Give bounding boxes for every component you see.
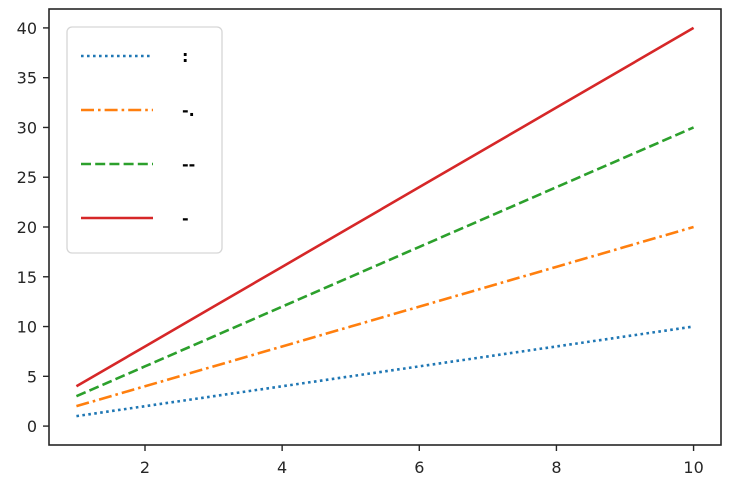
- legend: :-.---: [81, 47, 195, 228]
- x-tick-label: 4: [277, 458, 287, 477]
- y-tick-label: 10: [17, 318, 37, 337]
- y-tick-label: 5: [27, 367, 37, 386]
- legend-box: [66, 26, 223, 254]
- legend-label-3: --: [182, 155, 195, 174]
- x-tick-label: 2: [140, 458, 150, 477]
- series-line-3: [75, 126, 695, 398]
- y-tick-label: 0: [27, 417, 37, 436]
- x-tick-label: 8: [551, 458, 561, 477]
- legend-label-4: -: [182, 209, 189, 228]
- series-line-4: [75, 26, 695, 388]
- y-tick-label: 25: [17, 168, 37, 187]
- y-tick-label: 20: [17, 218, 37, 237]
- legend-label-2: -.: [182, 101, 195, 120]
- series-layer: [75, 26, 695, 418]
- y-tick-label: 35: [17, 69, 37, 88]
- axes-layer: 2 4 6 8 10 0 5 10 15 20 25 30 35 40: [17, 8, 722, 477]
- x-tick-label: 6: [414, 458, 424, 477]
- y-tick-label: 40: [17, 19, 37, 38]
- legend-label-1: :: [182, 47, 188, 66]
- series-line-1: [76, 325, 694, 418]
- y-tick-label: 30: [17, 118, 37, 137]
- series-line-2: [76, 225, 694, 408]
- y-tick-label: 15: [17, 268, 37, 287]
- x-tick-label: 10: [683, 458, 703, 477]
